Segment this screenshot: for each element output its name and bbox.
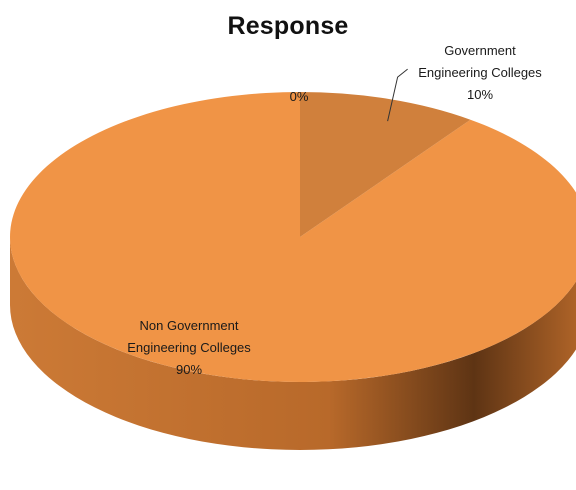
- data-label-non-government-line-2: Engineering Colleges: [127, 340, 251, 355]
- slice-government-engineering-colleges: [300, 92, 471, 237]
- data-label-non-government-line-1: Non Government: [139, 318, 239, 333]
- data-label-zero-value: 0%: [289, 89, 309, 104]
- data-label-non-government: Non Government Engineering Colleges 90%: [96, 315, 282, 381]
- data-label-government-value: 10%: [466, 87, 494, 102]
- data-label-government-line-1: Government: [444, 43, 516, 58]
- data-label-zero-percent: 0%: [276, 86, 322, 108]
- pie-side-wall: [10, 237, 576, 450]
- data-label-government-line-2: Engineering Colleges: [418, 65, 542, 80]
- data-label-government: Government Engineering Colleges 10%: [392, 40, 568, 106]
- data-label-non-government-value: 90%: [175, 362, 203, 377]
- slice-non-government-engineering-colleges: [10, 92, 576, 382]
- leader-line-government: [387, 68, 408, 122]
- chart-title: Response: [227, 12, 349, 40]
